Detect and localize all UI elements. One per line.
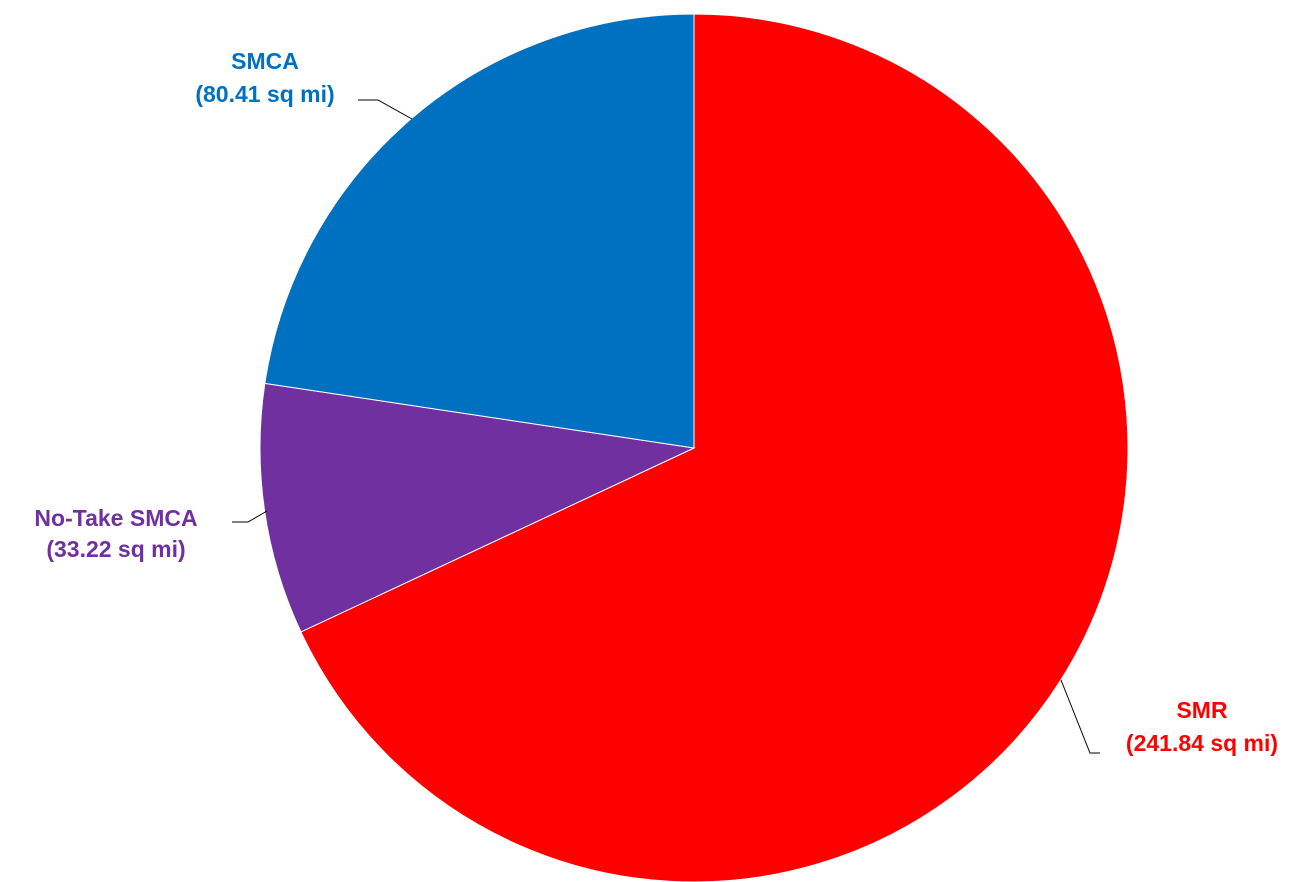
slice-label-no-take-smca: No-Take SMCA (33.22 sq mi) — [34, 505, 197, 562]
leader-line-smca — [358, 99, 413, 120]
slice-label-value: (33.22 sq mi) — [46, 536, 185, 562]
slice-label-smca: SMCA (80.41 sq mi) — [195, 48, 334, 107]
slice-label-name: SMCA — [231, 48, 299, 74]
pie-slice-smca — [264, 13, 695, 449]
slice-labels: SMR (241.84 sq mi) No-Take SMCA (33.22 sq m… — [34, 48, 1278, 756]
slice-label-name: SMR — [1176, 697, 1228, 723]
pie-slice-no-take-smca — [259, 382, 696, 633]
slice-label-smr: SMR (241.84 sq mi) — [1126, 697, 1278, 756]
leader-line-no-take-smca — [232, 510, 268, 523]
slice-label-value: (80.41 sq mi) — [195, 81, 334, 107]
pie-slices — [259, 13, 1129, 882]
slice-label-name: No-Take SMCA — [34, 505, 197, 531]
leader-line-smr — [1060, 679, 1100, 754]
leader-lines — [232, 99, 1100, 754]
pie-slice-smr — [300, 13, 1129, 882]
slice-label-value: (241.84 sq mi) — [1126, 730, 1278, 756]
